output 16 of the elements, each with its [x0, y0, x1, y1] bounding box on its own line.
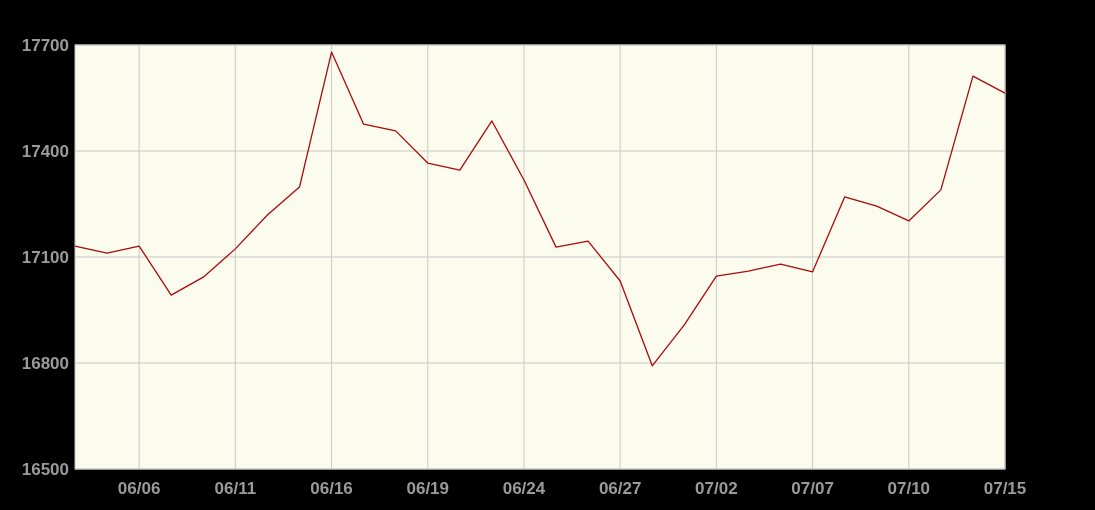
x-tick-label: 06/27 [598, 479, 642, 498]
y-tick-label: 17100 [21, 247, 69, 267]
y-tick-label: 17700 [21, 35, 69, 55]
y-tick-label: 16500 [21, 459, 69, 479]
x-tick-label: 06/16 [310, 479, 353, 498]
x-tick-label: 07/07 [791, 479, 834, 498]
x-tick-label: 07/02 [695, 479, 738, 498]
x-tick-label: 06/24 [502, 479, 546, 498]
x-tick-label: 06/06 [117, 479, 161, 498]
y-tick-label: 17400 [21, 141, 69, 161]
y-tick-label: 16800 [21, 353, 69, 373]
x-tick-label: 07/15 [983, 479, 1027, 498]
line-series [74, 51, 1006, 367]
x-tick-label: 06/11 [214, 479, 257, 498]
x-tick-label: 06/19 [406, 479, 450, 498]
x-tick-label: 07/10 [887, 479, 931, 498]
